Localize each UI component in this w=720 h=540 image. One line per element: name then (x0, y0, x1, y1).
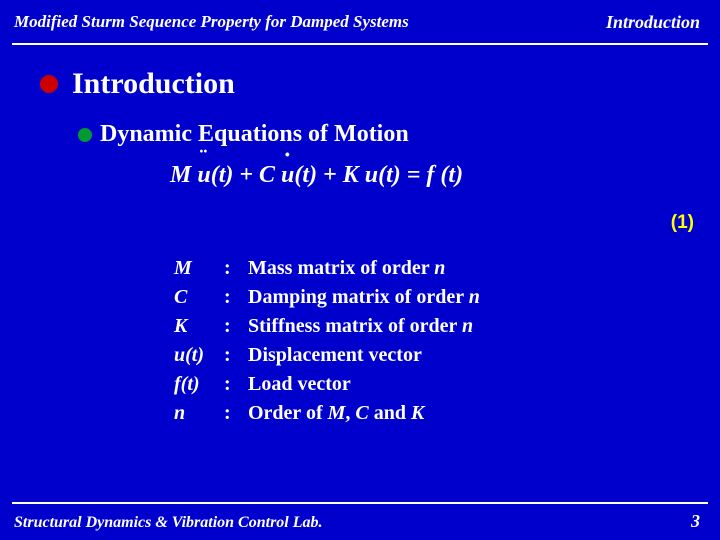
eq-u-dot: u (281, 162, 294, 189)
bullet-red-circle-icon (40, 75, 58, 93)
definition-colon: : (224, 283, 248, 312)
definition-colon: : (224, 370, 248, 399)
definition-symbol: u(t) (174, 341, 224, 370)
definition-row: M:Mass matrix of order n (174, 254, 720, 283)
definition-symbol: n (174, 399, 224, 428)
eq-u-ddot: u (197, 162, 210, 189)
definition-colon: : (224, 254, 248, 283)
sub-title-row: Dynamic Equations of Motion (78, 121, 720, 148)
eq-part-2: (t) + C (211, 162, 281, 188)
eq-part-1: M (170, 162, 197, 188)
footer-page-number: 3 (691, 511, 700, 532)
definition-description: Load vector (248, 370, 720, 399)
definition-description: Displacement vector (248, 341, 720, 370)
footer-lab-name: Structural Dynamics & Vibration Control … (14, 514, 323, 532)
definition-description: Mass matrix of order n (248, 254, 720, 283)
definition-colon: : (224, 341, 248, 370)
footer-rule (12, 502, 708, 504)
sub-title: Dynamic Equations of Motion (100, 121, 409, 148)
definition-row: C:Damping matrix of order n (174, 283, 720, 312)
equation-of-motion: M u(t) + C u(t) + K u(t) = f (t) (170, 162, 463, 189)
definition-description: Stiffness matrix of order n (248, 312, 720, 341)
definition-description: Order of M, C and K (248, 399, 720, 428)
definition-colon: : (224, 312, 248, 341)
section-title: Introduction (72, 67, 235, 101)
definition-row: u(t):Displacement vector (174, 341, 720, 370)
bullet-green-circle-icon (78, 128, 92, 142)
section-title-row: Introduction (40, 67, 720, 101)
definition-symbol: f(t) (174, 370, 224, 399)
definition-symbol: M (174, 254, 224, 283)
definition-row: n:Order of M, C and K (174, 399, 720, 428)
definition-description: Damping matrix of order n (248, 283, 720, 312)
header-left-title: Modified Sturm Sequence Property for Dam… (14, 12, 409, 33)
definitions-list: M:Mass matrix of order nC:Damping matrix… (174, 254, 720, 428)
slide-header: Modified Sturm Sequence Property for Dam… (0, 0, 720, 41)
equation-block: M u(t) + C u(t) + K u(t) = f (t) (1) (0, 162, 720, 206)
eq-part-3: (t) + K u(t) = f (t) (294, 162, 463, 188)
definition-symbol: C (174, 283, 224, 312)
definition-symbol: K (174, 312, 224, 341)
slide-footer: Structural Dynamics & Vibration Control … (14, 511, 700, 532)
definition-row: f(t):Load vector (174, 370, 720, 399)
equation-number: (1) (671, 212, 694, 234)
header-rule (12, 43, 708, 45)
definition-colon: : (224, 399, 248, 428)
header-right-section: Introduction (606, 12, 700, 33)
definition-row: K:Stiffness matrix of order n (174, 312, 720, 341)
